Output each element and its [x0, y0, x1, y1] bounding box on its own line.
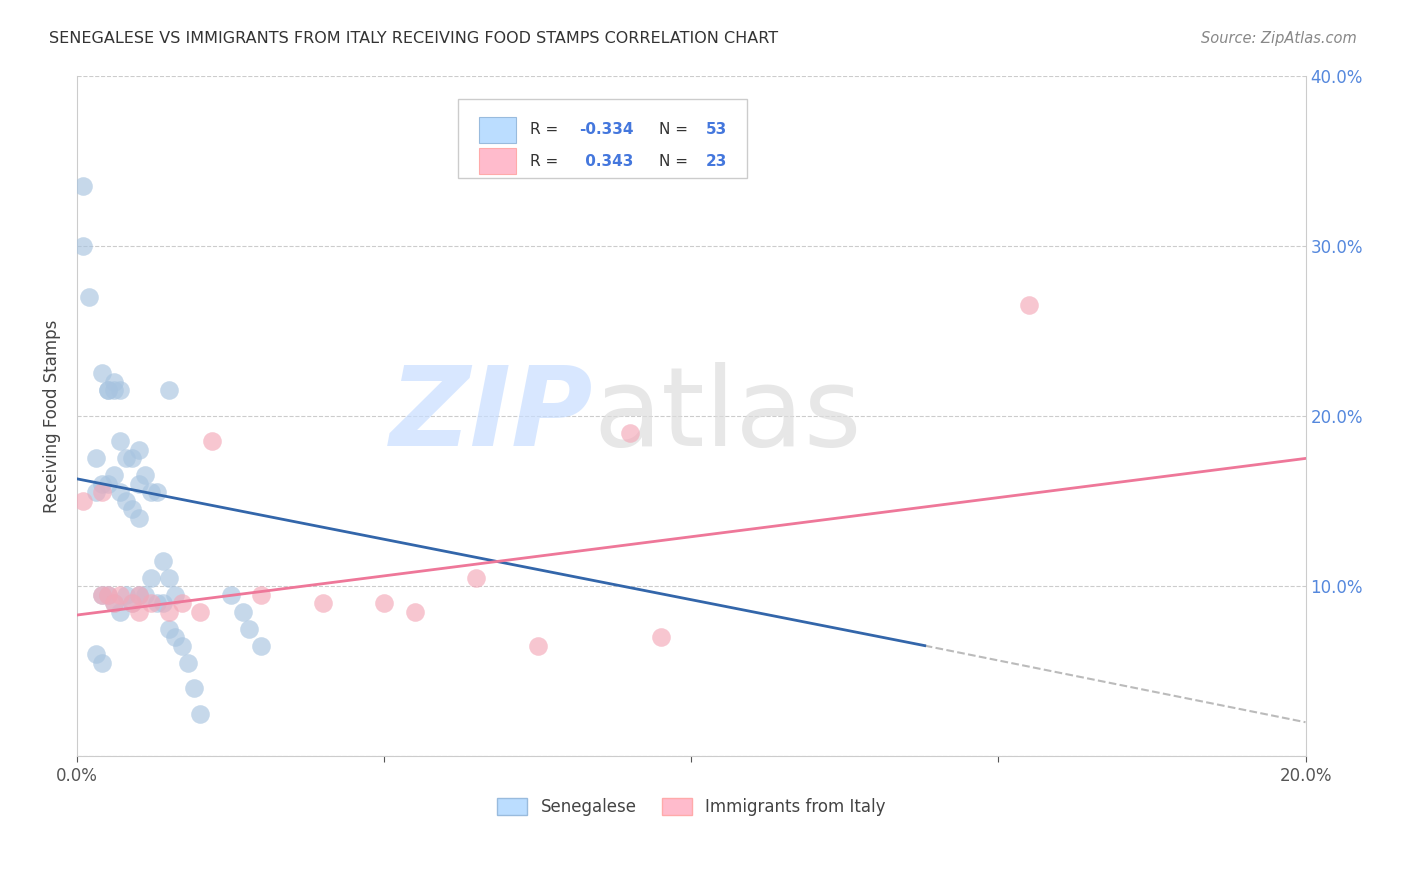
Point	[90, 656, 112, 670]
Point	[103, 596, 125, 610]
Point	[103, 384, 125, 398]
Point	[79, 290, 101, 304]
Point	[157, 570, 180, 584]
Point	[157, 622, 180, 636]
Point	[139, 485, 162, 500]
Point	[97, 588, 120, 602]
Text: ZIP: ZIP	[389, 362, 593, 469]
Point	[72, 238, 94, 252]
Point	[84, 485, 107, 500]
Point	[188, 706, 211, 721]
Point	[250, 588, 273, 602]
Point	[170, 639, 193, 653]
Point	[157, 605, 180, 619]
Point	[108, 605, 131, 619]
Point	[108, 434, 131, 449]
Text: atlas: atlas	[593, 362, 862, 469]
Point	[128, 588, 150, 602]
Point	[90, 485, 112, 500]
Point	[108, 588, 131, 602]
Text: Source: ZipAtlas.com: Source: ZipAtlas.com	[1201, 31, 1357, 46]
Point	[121, 596, 143, 610]
Point	[165, 588, 187, 602]
Point	[90, 588, 112, 602]
Point	[84, 647, 107, 661]
Text: 53: 53	[706, 122, 727, 137]
Point	[128, 442, 150, 457]
Point	[72, 179, 94, 194]
Text: R =: R =	[530, 153, 564, 169]
Legend: Senegalese, Immigrants from Italy: Senegalese, Immigrants from Italy	[491, 791, 891, 822]
Point	[108, 485, 131, 500]
Point	[146, 485, 169, 500]
Point	[103, 468, 125, 483]
Point	[115, 494, 138, 508]
Point	[165, 630, 187, 644]
Point	[134, 588, 156, 602]
Text: N =: N =	[659, 153, 693, 169]
Point	[219, 588, 242, 602]
Point	[108, 384, 131, 398]
Point	[152, 596, 174, 610]
Point	[183, 681, 205, 696]
Point	[128, 605, 150, 619]
Text: 0.343: 0.343	[579, 153, 633, 169]
Point	[128, 588, 150, 602]
Point	[90, 477, 112, 491]
Point	[232, 605, 254, 619]
Point	[97, 384, 120, 398]
Point	[404, 605, 426, 619]
Point	[128, 511, 150, 525]
Text: R =: R =	[530, 122, 564, 137]
Text: N =: N =	[659, 122, 693, 137]
Point	[103, 596, 125, 610]
Point	[312, 596, 335, 610]
Y-axis label: Receiving Food Stamps: Receiving Food Stamps	[44, 319, 60, 513]
Point	[139, 570, 162, 584]
Point	[72, 494, 94, 508]
Point	[103, 375, 125, 389]
Point	[97, 384, 120, 398]
Point	[134, 468, 156, 483]
Point	[115, 451, 138, 466]
Point	[238, 622, 260, 636]
Point	[188, 605, 211, 619]
Point	[90, 367, 112, 381]
Point	[90, 588, 112, 602]
Point	[115, 588, 138, 602]
Text: SENEGALESE VS IMMIGRANTS FROM ITALY RECEIVING FOOD STAMPS CORRELATION CHART: SENEGALESE VS IMMIGRANTS FROM ITALY RECE…	[49, 31, 779, 46]
Point	[146, 596, 169, 610]
Point	[139, 596, 162, 610]
FancyBboxPatch shape	[458, 99, 747, 178]
Point	[526, 639, 548, 653]
Point	[373, 596, 395, 610]
FancyBboxPatch shape	[479, 117, 516, 143]
Point	[250, 639, 273, 653]
Point	[170, 596, 193, 610]
Point	[121, 596, 143, 610]
Point	[121, 502, 143, 516]
Point	[157, 384, 180, 398]
Text: 23: 23	[706, 153, 727, 169]
Point	[128, 477, 150, 491]
Point	[176, 656, 198, 670]
Point	[84, 451, 107, 466]
Point	[465, 570, 488, 584]
Point	[97, 477, 120, 491]
Point	[97, 588, 120, 602]
Point	[1018, 298, 1040, 312]
Point	[121, 451, 143, 466]
Point	[201, 434, 224, 449]
FancyBboxPatch shape	[479, 148, 516, 174]
Point	[650, 630, 672, 644]
Text: -0.334: -0.334	[579, 122, 634, 137]
Point	[619, 425, 641, 440]
Point	[152, 553, 174, 567]
